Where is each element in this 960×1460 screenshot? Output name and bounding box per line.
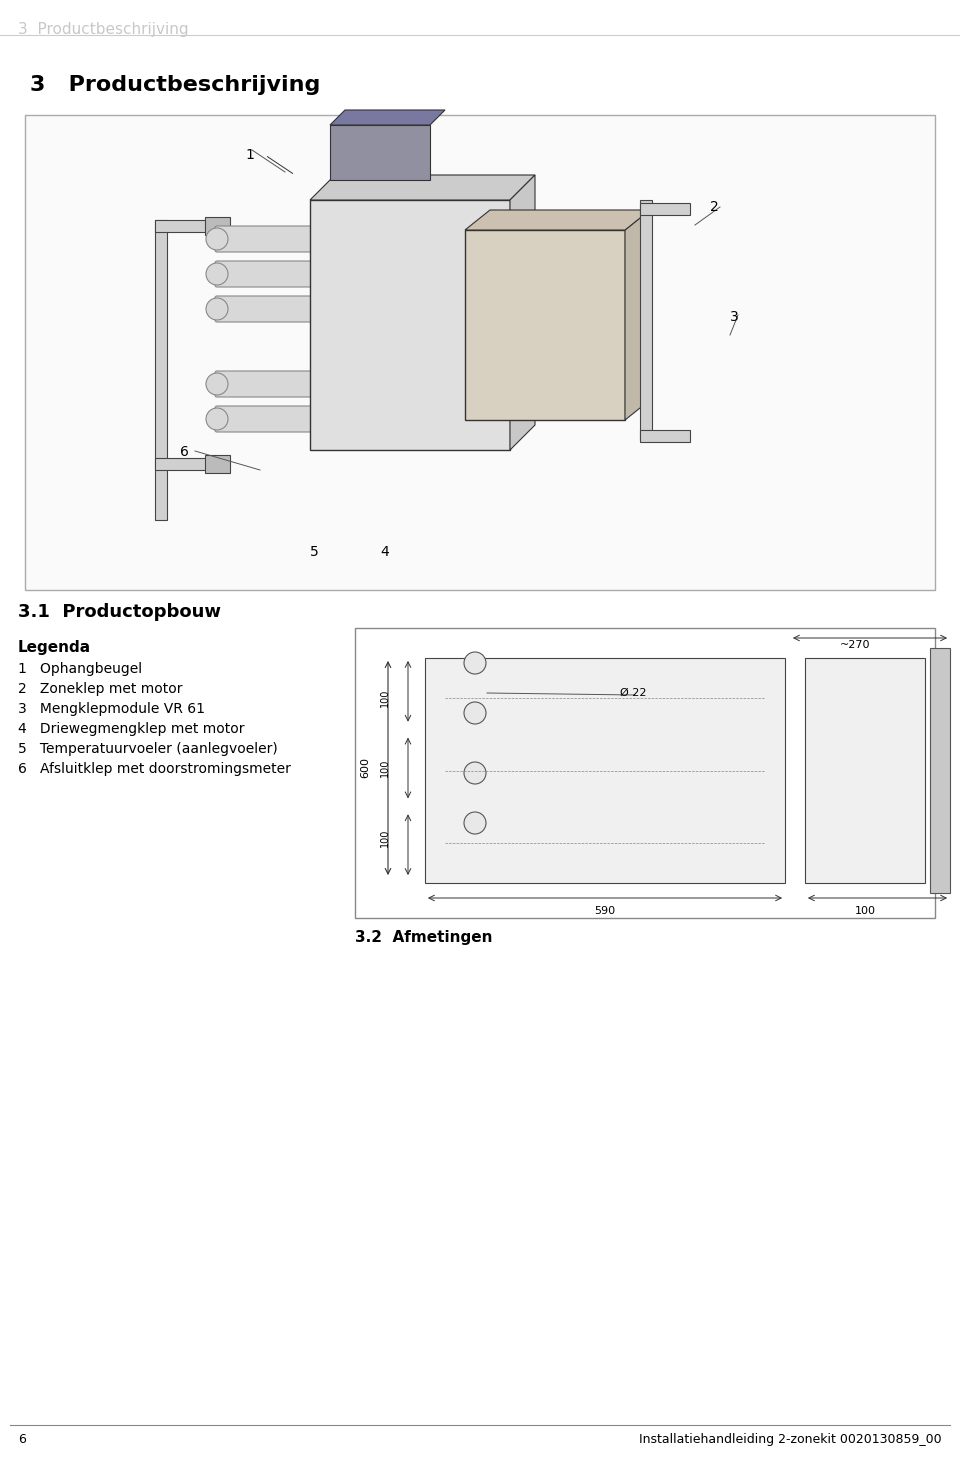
Polygon shape: [330, 110, 445, 126]
Text: 3.2  Afmetingen: 3.2 Afmetingen: [355, 930, 492, 945]
Bar: [640, 203, 690, 215]
Text: 5   Temperatuurvoeler (aanlegvoeler): 5 Temperatuurvoeler (aanlegvoeler): [18, 742, 277, 756]
Bar: [155, 458, 215, 470]
Text: 100: 100: [380, 689, 390, 707]
Text: 3  Productbeschrijving: 3 Productbeschrijving: [18, 22, 188, 36]
FancyBboxPatch shape: [215, 406, 319, 432]
Text: 2   Zoneklep met motor: 2 Zoneklep met motor: [18, 682, 182, 696]
Text: 100: 100: [380, 829, 390, 847]
FancyBboxPatch shape: [215, 226, 319, 253]
Polygon shape: [310, 175, 535, 200]
Text: 5: 5: [310, 545, 319, 559]
Text: 4: 4: [380, 545, 389, 559]
Text: Legenda: Legenda: [18, 639, 91, 656]
Circle shape: [464, 812, 486, 834]
Circle shape: [206, 228, 228, 250]
Circle shape: [464, 762, 486, 784]
Bar: [425, 658, 785, 883]
Text: 1: 1: [245, 147, 253, 162]
Circle shape: [464, 653, 486, 675]
Bar: [155, 220, 215, 232]
Bar: [205, 218, 230, 235]
Circle shape: [206, 372, 228, 396]
Text: 3: 3: [730, 310, 739, 324]
Text: 3.1  Productopbouw: 3.1 Productopbouw: [18, 603, 221, 620]
Circle shape: [206, 298, 228, 320]
Text: Ø 22: Ø 22: [620, 688, 646, 698]
Bar: [640, 200, 652, 439]
FancyBboxPatch shape: [215, 371, 319, 397]
Circle shape: [464, 702, 486, 724]
Bar: [355, 628, 935, 918]
Bar: [330, 126, 430, 180]
Bar: [155, 220, 167, 520]
Text: 3   Productbeschrijving: 3 Productbeschrijving: [30, 74, 321, 95]
Text: 600: 600: [360, 758, 370, 778]
Text: 590: 590: [594, 907, 615, 915]
Text: 4   Driewegmengklep met motor: 4 Driewegmengklep met motor: [18, 723, 245, 736]
Text: 100: 100: [854, 907, 876, 915]
Text: 6: 6: [18, 1434, 26, 1445]
Text: 3   Mengklepmodule VR 61: 3 Mengklepmodule VR 61: [18, 702, 205, 715]
Bar: [310, 200, 510, 450]
Text: ~270: ~270: [840, 639, 871, 650]
Text: Installatiehandleiding 2-zonekit 0020130859_00: Installatiehandleiding 2-zonekit 0020130…: [639, 1434, 942, 1445]
Circle shape: [206, 407, 228, 431]
Bar: [205, 456, 230, 473]
Polygon shape: [625, 210, 650, 420]
Text: 2: 2: [710, 200, 719, 215]
Polygon shape: [465, 210, 650, 231]
FancyBboxPatch shape: [215, 296, 319, 323]
Bar: [25, 115, 935, 590]
Bar: [640, 431, 690, 442]
Text: 6   Afsluitklep met doorstromingsmeter: 6 Afsluitklep met doorstromingsmeter: [18, 762, 291, 777]
Text: 1   Ophangbeugel: 1 Ophangbeugel: [18, 661, 142, 676]
Circle shape: [206, 263, 228, 285]
Bar: [805, 658, 925, 883]
FancyBboxPatch shape: [215, 261, 319, 288]
Bar: [930, 648, 950, 894]
Polygon shape: [510, 175, 535, 450]
Text: 100: 100: [380, 759, 390, 777]
Text: 6: 6: [180, 445, 189, 458]
Bar: [465, 231, 625, 420]
